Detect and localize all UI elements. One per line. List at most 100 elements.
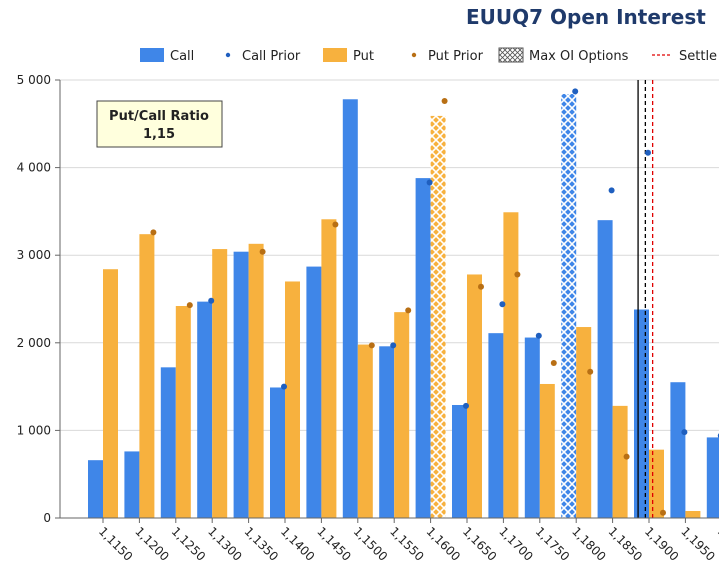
- y-tick-label: 1 000: [17, 423, 51, 437]
- call-bar-1-1700: [488, 333, 504, 518]
- x-tick-label: 1,1150: [96, 524, 136, 564]
- call-bar-1-1600: [415, 178, 431, 518]
- call-prior-dot-1-1400: [281, 383, 287, 390]
- legend-swatch: [411, 52, 417, 58]
- call-bar-1-1400: [270, 387, 285, 518]
- put-bar-1-1900: [649, 449, 664, 518]
- max-oi-put-bar-1-1600: [430, 115, 446, 518]
- put-prior-dot-1-1450: [332, 221, 339, 228]
- legend-swatch: [323, 48, 347, 62]
- put-prior-dot-1-1850: [623, 453, 630, 460]
- legend-item-put-prior: Put Prior: [411, 49, 484, 64]
- x-tick-label: 1,1450: [314, 524, 354, 564]
- call-prior-dot-1-1650: [463, 402, 469, 409]
- call-prior-dot-1-1700: [499, 301, 506, 308]
- legend-item-put: Put: [323, 48, 374, 64]
- call-bar-1-1250: [160, 367, 176, 518]
- put-bar-1-1750: [539, 383, 555, 518]
- call-bar-1-1300: [197, 301, 213, 518]
- x-tick-label: 1,1950: [678, 524, 718, 564]
- x-tick-label: 1,1200: [132, 524, 172, 564]
- legend-item-call: Call: [140, 48, 194, 64]
- legend-label: Put Prior: [428, 49, 484, 64]
- x-tick-label: 1,1300: [205, 524, 245, 564]
- legend-label: Max OI Options: [529, 49, 629, 64]
- bars: [88, 94, 719, 519]
- x-tick-label: 1,1500: [351, 524, 391, 564]
- call-prior-dot-1-1950: [681, 429, 688, 436]
- put-bar-1-1800: [576, 327, 592, 518]
- call-prior-dot-1-1300: [208, 297, 215, 304]
- call-prior-dot-1-1750: [535, 332, 542, 339]
- put-bar-1-1300: [212, 249, 228, 518]
- y-tick-label: 5 000: [17, 73, 51, 87]
- put-bar-1-1400: [285, 281, 300, 518]
- prior-dots: [150, 88, 719, 516]
- put-bar-1-1950: [685, 510, 701, 518]
- put-prior-dot-1-1900: [660, 509, 666, 516]
- y-tick-label: 0: [43, 511, 51, 525]
- x-axis: 1,11501,12001,12501,13001,13501,14001,14…: [60, 517, 719, 564]
- put-prior-dot-1-1350: [259, 248, 266, 255]
- legend-item-settle: Settle: [652, 49, 717, 64]
- x-tick-label: 1,1400: [278, 524, 318, 564]
- call-prior-dot-1-1850: [608, 187, 615, 194]
- call-prior-dot-1-1550: [390, 342, 397, 349]
- max-oi-call-bar-1-1800: [561, 94, 577, 519]
- x-tick-label: 1,1650: [460, 524, 500, 564]
- put-prior-dot-1-1700: [514, 271, 521, 278]
- legend-label: Settle: [679, 49, 717, 64]
- call-bar-1-1450: [306, 266, 322, 518]
- call-bar-1-1750: [524, 337, 540, 518]
- call-prior-dot-1-1600: [426, 179, 433, 186]
- y-tick-label: 2 000: [17, 336, 51, 350]
- x-tick-label: 1,1600: [423, 524, 463, 564]
- put-bar-1-1350: [248, 243, 264, 518]
- put-bar-1-1150: [103, 269, 118, 518]
- put-call-ratio-box: Put/Call Ratio 1,15: [96, 100, 223, 148]
- put-prior-dot-1-1800: [587, 368, 594, 375]
- call-bar-1-1950: [670, 382, 686, 518]
- call-bar-1-1150: [88, 460, 103, 518]
- put-bar-1-1650: [467, 274, 482, 518]
- legend-label: Put: [353, 49, 374, 64]
- legend-item-max-oi-options: Max OI Options: [498, 47, 629, 64]
- ratio-value: 1,15: [143, 127, 175, 142]
- y-axis: 0 1 000 2 000 3 000 4 000 5 000: [17, 73, 61, 525]
- legend-swatch: [498, 47, 524, 63]
- legend-label: Call Prior: [242, 49, 301, 64]
- put-bar-1-1700: [503, 212, 519, 518]
- x-tick-label: 1,1350: [241, 524, 281, 564]
- x-tick-label: 1,1550: [387, 524, 427, 564]
- put-prior-dot-1-1600: [441, 98, 448, 105]
- x-tick-label: 1,1900: [642, 524, 682, 564]
- put-prior-dot-1-1650: [478, 283, 484, 290]
- call-bar-1-1650: [452, 404, 467, 518]
- call-bar-1-1550: [379, 346, 395, 518]
- legend: Call Call Prior Put Put Prior Max OI Options…: [140, 47, 717, 64]
- x-tick-label: 1,1850: [605, 524, 645, 564]
- legend-swatch: [225, 52, 231, 58]
- call-bar-1-1350: [233, 251, 249, 519]
- put-prior-dot-1-1250: [186, 302, 193, 309]
- x-tick-label: 1,1800: [569, 524, 609, 564]
- call-prior-dot-1-1800: [572, 88, 579, 95]
- put-prior-dot-1-1200: [150, 229, 157, 236]
- put-bar-1-1500: [357, 344, 373, 518]
- call-bar-1-1200: [124, 451, 140, 518]
- ratio-label: Put/Call Ratio: [109, 109, 209, 124]
- x-tick-label: 1,1250: [169, 524, 209, 564]
- put-prior-dot-1-1550: [405, 307, 412, 314]
- call-bar-1-1500: [342, 99, 358, 518]
- put-bar-1-1200: [139, 234, 155, 518]
- call-bar-1-2: [706, 437, 719, 518]
- put-bar-1-1450: [321, 219, 337, 518]
- call-bar-1-1850: [597, 220, 613, 518]
- call-prior-dot-1-1900: [645, 149, 651, 156]
- put-bar-1-1850: [612, 405, 628, 518]
- put-prior-dot-1-1750: [550, 359, 557, 366]
- put-bar-1-1250: [175, 306, 191, 518]
- legend-item-call-prior: Call Prior: [225, 49, 301, 64]
- chart-title: EUUQ7 Open Interest: [466, 5, 706, 29]
